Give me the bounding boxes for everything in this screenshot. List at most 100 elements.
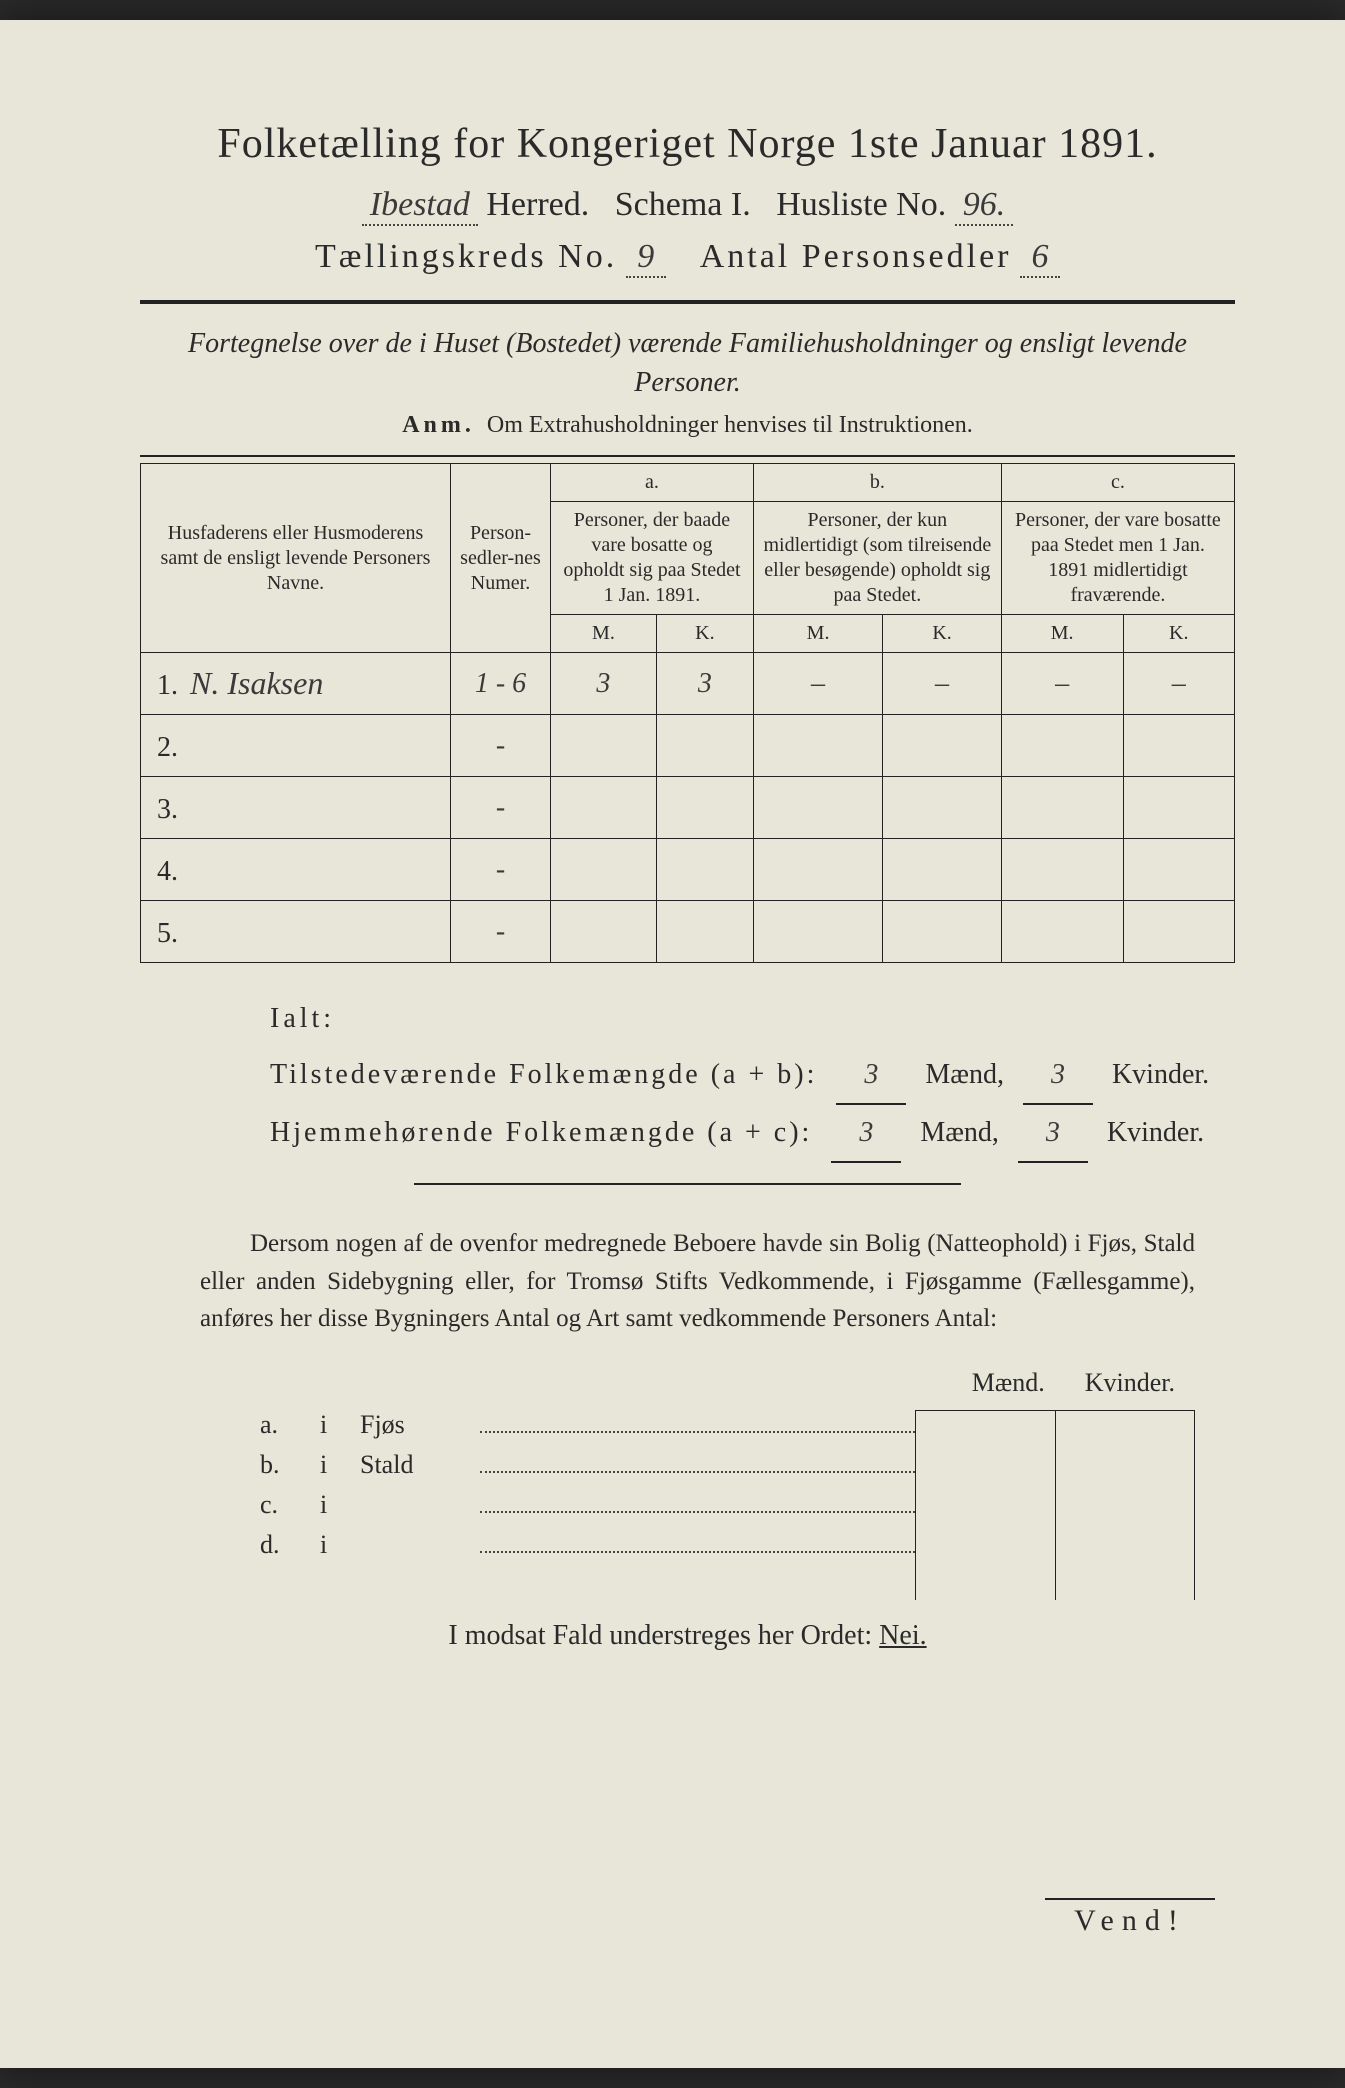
cell-bk: [883, 839, 1002, 901]
antal-value: 6: [1020, 238, 1060, 278]
herred-label: Herred.: [486, 186, 589, 223]
cell-ck: [1123, 715, 1235, 777]
husliste-value: 96.: [955, 186, 1014, 226]
hjemme-m: 3: [831, 1105, 901, 1163]
table-row: 1.N. Isaksen1 - 633––––: [141, 653, 1235, 715]
cell-cm: [1001, 901, 1123, 963]
rule: [414, 1183, 962, 1185]
th-am: M.: [551, 615, 657, 653]
nei-line: I modsat Fald understreges her Ordet: Ne…: [140, 1620, 1235, 1652]
cell-ak: 3: [656, 653, 753, 715]
cell-ak: [656, 777, 753, 839]
row-name: 5.: [141, 901, 451, 963]
row-name: 1.N. Isaksen: [141, 653, 451, 715]
row-num: 2.: [157, 732, 190, 763]
fjos-letter: d.: [260, 1530, 320, 1560]
fjos-what: Fjøs: [360, 1410, 480, 1440]
cell-bm: [753, 777, 882, 839]
cell-cm: [1001, 777, 1123, 839]
fjos-i: i: [320, 1450, 360, 1480]
cell-am: 3: [551, 653, 657, 715]
census-table: Husfaderens eller Husmoderens samt de en…: [140, 463, 1235, 963]
cell-ak: [656, 839, 753, 901]
kvinder-label: Kvinder.: [1112, 1059, 1209, 1090]
tilstede-label: Tilstedeværende Folkemængde (a + b):: [270, 1059, 817, 1090]
th-b-letter: b.: [753, 464, 1001, 502]
person-name: N. Isaksen: [190, 665, 323, 701]
dersom-text: Dersom nogen af de ovenfor medregnede Be…: [200, 1230, 1195, 1332]
cell-cm: [1001, 839, 1123, 901]
cell-bk: [883, 901, 1002, 963]
tilstede-m: 3: [836, 1047, 906, 1105]
cell-ck: [1123, 777, 1235, 839]
kreds-value: 9: [626, 238, 666, 278]
cell-sedler: -: [451, 715, 551, 777]
kreds-label: Tællingskreds No.: [315, 238, 617, 275]
fjos-letter: b.: [260, 1450, 320, 1480]
anm-note: Anm. Om Extrahusholdninger henvises til …: [140, 412, 1235, 439]
fjos-i: i: [320, 1530, 360, 1560]
cell-am: [551, 715, 657, 777]
nei-word: Nei.: [879, 1620, 926, 1651]
fjos-section: Mænd. Kvinder. a.iFjøsb.iStaldc.id.i: [260, 1368, 1235, 1560]
rule: [140, 300, 1235, 304]
form-title: Folketælling for Kongeriget Norge 1ste J…: [140, 120, 1235, 168]
dersom-paragraph: Dersom nogen af de ovenfor medregnede Be…: [200, 1225, 1195, 1338]
fjos-head: Mænd. Kvinder.: [260, 1368, 1175, 1398]
cell-bk: –: [883, 653, 1002, 715]
th-c-letter: c.: [1001, 464, 1234, 502]
ialt-label: Ialt:: [270, 991, 1235, 1047]
herred-value: Ibestad: [362, 186, 478, 226]
dotted-line: [480, 1412, 915, 1433]
anm-prefix: Anm.: [402, 412, 475, 438]
cell-ck: [1123, 901, 1235, 963]
cell-ak: [656, 901, 753, 963]
th-a-letter: a.: [551, 464, 754, 502]
dotted-line: [480, 1532, 915, 1553]
row-num: 1.: [157, 670, 190, 701]
cell-sedler: -: [451, 777, 551, 839]
cell-ck: –: [1123, 653, 1235, 715]
cell-bm: [753, 901, 882, 963]
row-name: 2.: [141, 715, 451, 777]
rule: [140, 455, 1235, 457]
nei-text: I modsat Fald understreges her Ordet:: [448, 1620, 872, 1651]
cell-cm: –: [1001, 653, 1123, 715]
dotted-line: [480, 1452, 915, 1473]
subtitle: Fortegnelse over de i Huset (Bostedet) v…: [140, 324, 1235, 402]
antal-label: Antal Personsedler: [700, 238, 1012, 275]
cell-sedler: 1 - 6: [451, 653, 551, 715]
row-num: 4.: [157, 856, 190, 887]
cell-am: [551, 901, 657, 963]
table-row: 3.-: [141, 777, 1235, 839]
th-num: Person-sedler-nes Numer.: [451, 464, 551, 653]
cell-sedler: -: [451, 901, 551, 963]
maend-label: Mænd,: [925, 1059, 1004, 1090]
cell-am: [551, 839, 657, 901]
kvinder-label: Kvinder.: [1107, 1117, 1204, 1148]
husliste-label: Husliste No.: [776, 186, 946, 223]
cell-bm: [753, 839, 882, 901]
cell-ak: [656, 715, 753, 777]
row-num: 5.: [157, 918, 190, 949]
cell-bk: [883, 777, 1002, 839]
fjos-i: i: [320, 1490, 360, 1520]
fjos-letter: c.: [260, 1490, 320, 1520]
cell-bm: [753, 715, 882, 777]
hjemme-row: Hjemmehørende Folkemængde (a + c): 3 Mæn…: [270, 1105, 1235, 1163]
hjemme-label: Hjemmehørende Folkemængde (a + c):: [270, 1117, 812, 1148]
anm-text: Om Extrahusholdninger henvises til Instr…: [487, 412, 973, 438]
th-bk: K.: [883, 615, 1002, 653]
table-row: 2. -: [141, 715, 1235, 777]
census-form-page: Folketælling for Kongeriget Norge 1ste J…: [0, 20, 1345, 2068]
table-row: 5. -: [141, 901, 1235, 963]
cell-cm: [1001, 715, 1123, 777]
fjos-grid: [915, 1410, 1195, 1600]
cell-ck: [1123, 839, 1235, 901]
th-cm: M.: [1001, 615, 1123, 653]
fjos-what: Stald: [360, 1450, 480, 1480]
table-row: 4.-: [141, 839, 1235, 901]
tilstede-k: 3: [1023, 1047, 1093, 1105]
fjos-i: i: [320, 1410, 360, 1440]
row-name: 4.: [141, 839, 451, 901]
